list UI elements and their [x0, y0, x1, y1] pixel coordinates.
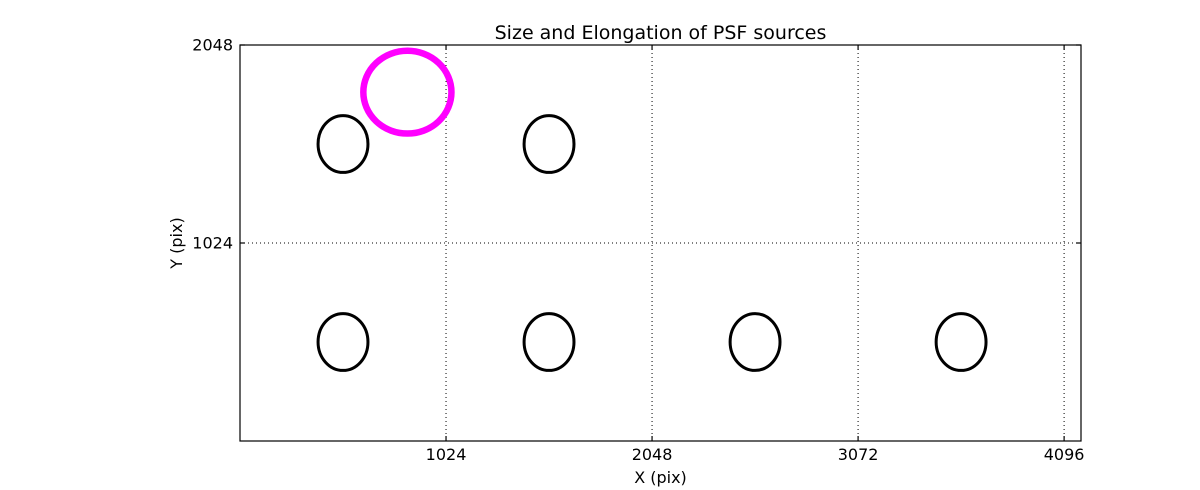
chart-title: Size and Elongation of PSF sources — [494, 22, 827, 44]
source-layer — [316, 47, 988, 372]
psf-source-ellipse — [728, 312, 782, 372]
psf-source-ellipse — [522, 312, 576, 372]
y-tick-label-2048: 2048 — [192, 36, 233, 55]
psf-source-ellipse — [522, 114, 576, 174]
x-axis-label: X (pix) — [634, 468, 687, 487]
ticklabel-layer: 1024 2048 3072 4096 1024 2048 — [192, 36, 1084, 465]
x-tick-label-3072: 3072 — [838, 445, 879, 464]
x-tick-label-1024: 1024 — [426, 445, 467, 464]
psf-source-ellipse — [934, 312, 988, 372]
psf-source-ellipse — [316, 114, 370, 174]
highlighted-psf-source-ellipse — [360, 47, 455, 137]
y-axis-label: Y (pix) — [167, 217, 186, 269]
x-tick-label-4096: 4096 — [1044, 445, 1085, 464]
y-tick-label-1024: 1024 — [192, 234, 233, 253]
psf-source-ellipse — [316, 312, 370, 372]
axes-layer — [239, 44, 1082, 442]
x-tick-label-2048: 2048 — [632, 445, 673, 464]
